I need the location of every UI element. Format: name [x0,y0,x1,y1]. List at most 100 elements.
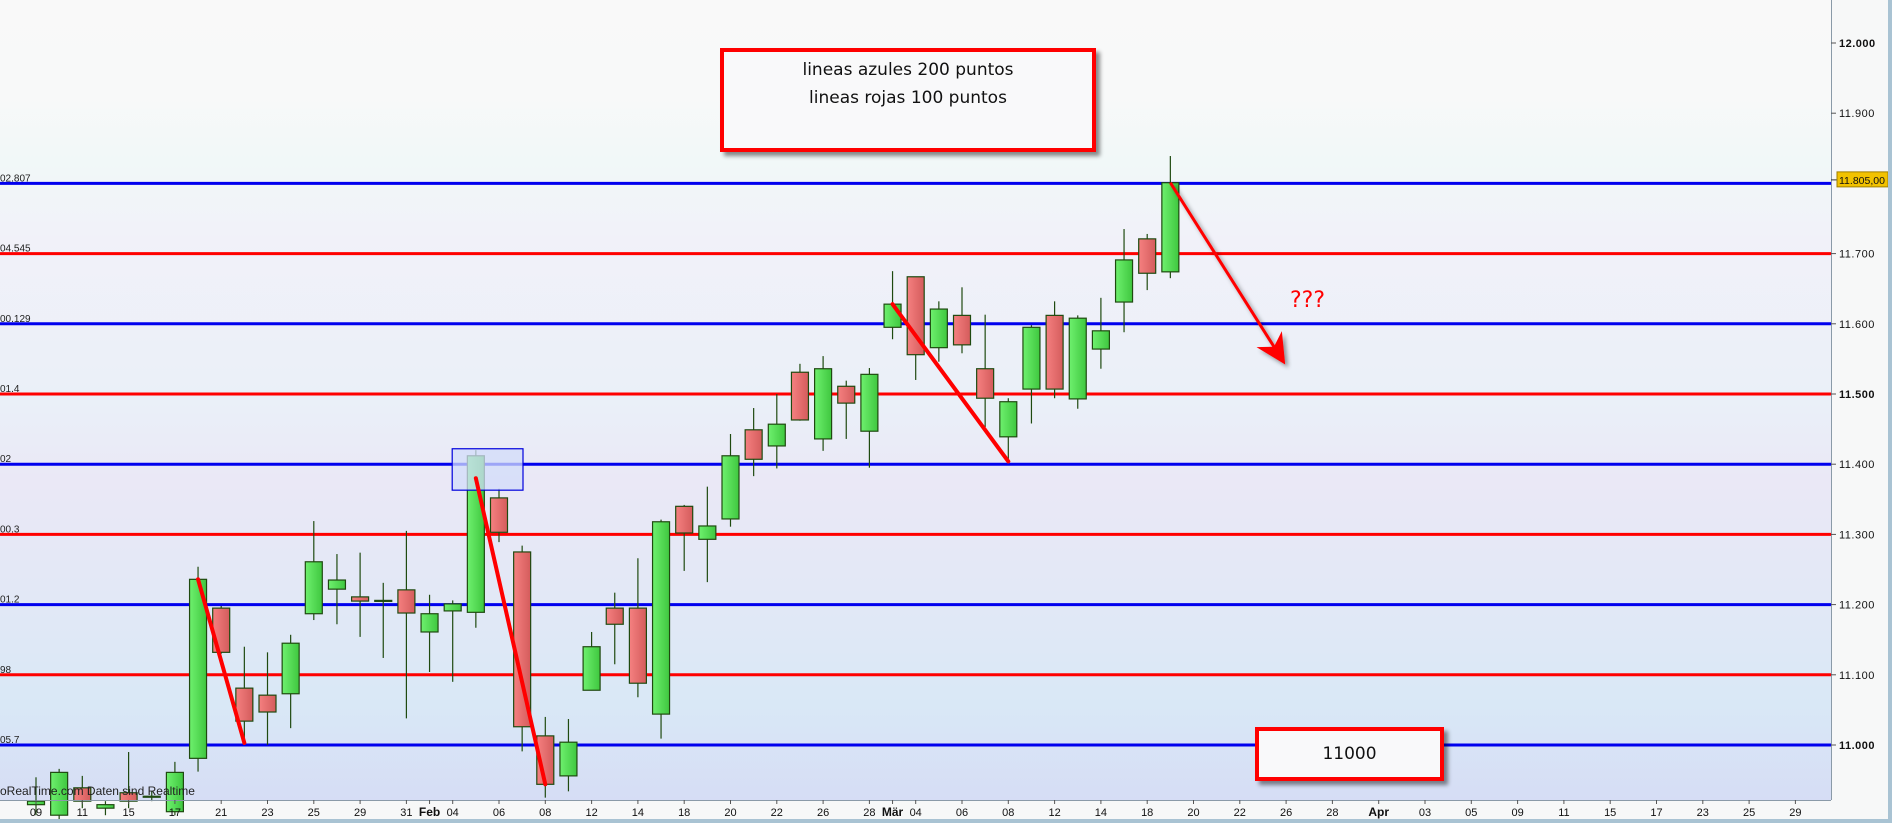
x-tick-label: 17 [169,807,181,819]
candle [351,552,370,637]
candle [1022,325,1041,424]
candle [860,368,879,468]
x-tick-label: 03 [1419,807,1431,819]
x-tick-label: 20 [724,807,736,819]
x-tick-label: 18 [1141,807,1153,819]
candle-body-down [906,276,925,356]
level-line-label: 01.4 [0,384,20,395]
x-tick-label: 20 [1187,807,1199,819]
candle-body-up [767,423,786,447]
level-line-label: 05.7 [0,735,20,746]
x-tick-label: 23 [1697,807,1709,819]
x-tick-label: 29 [354,807,366,819]
legend-note-box: lineas azules 200 puntos lineas rojas 10… [720,48,1096,152]
candle [73,775,92,809]
candle [235,646,254,743]
x-tick-label: 04 [910,807,922,819]
watermark: oRealTime.com Daten sind Realtime [0,784,195,798]
candle [1091,297,1111,369]
x-tick-label: 31 [400,807,412,819]
candle-body-down [952,314,972,346]
x-tick-label: 04 [447,807,459,819]
candle [929,301,948,362]
candle [813,356,833,451]
candle-body-up [929,308,948,349]
y-tick-label: 11.600 [1839,319,1875,331]
candle-body-up [281,642,300,695]
candle [582,631,601,691]
y-tick-label: 11.200 [1839,600,1875,612]
last-price-label: 11.805,00 [1839,175,1885,187]
candle-body-up [420,613,439,633]
highlight-box [451,448,524,491]
candle [420,594,439,672]
level-line-label: 00.3 [0,524,20,535]
note-line-red: lineas rojas 100 puntos [809,88,1007,108]
candle-body-up [165,771,184,813]
candle-body-up [813,368,833,440]
x-tick-label: 12 [1048,807,1060,819]
candle [952,287,972,354]
candle-body-up [96,804,115,809]
candle [651,519,671,739]
candle [165,761,184,816]
candle [605,592,624,665]
candle-body-up [698,525,717,540]
candle-body-down [258,694,277,713]
candle-body-down [790,371,810,421]
candle-body-down [675,505,694,534]
candle [767,394,786,469]
candle [304,521,323,621]
candle-body-down [605,607,624,625]
candle [1068,315,1087,409]
level-line-label: 04.545 [0,244,31,255]
x-tick-label: 21 [215,807,227,819]
candle [443,600,462,682]
x-tick-label: 15 [122,807,134,819]
candle-body-down [1138,238,1157,274]
x-tick-label: 18 [678,807,690,819]
x-tick-label: 14 [632,807,644,819]
candle [790,363,810,421]
x-tick-label: 15 [1604,807,1616,819]
y-tick-label: 11.700 [1839,249,1875,261]
candle [999,398,1018,462]
candle-body-up [327,579,347,590]
trend-line [473,476,548,787]
candle-body-down [837,385,856,404]
candle-body-up [721,455,740,520]
candle-body-up [1068,317,1087,400]
candle-body-up [50,771,69,816]
candle-body-up [582,646,601,691]
x-tick-label: 06 [956,807,968,819]
candle [1138,233,1157,291]
x-tick-label: 17 [1650,807,1662,819]
candle-body-up [1022,326,1041,390]
candle [628,558,648,698]
candle [976,314,995,427]
trend-line [890,302,1011,464]
candle [258,652,277,745]
x-tick-label: 28 [863,807,875,819]
candle-body-up [1161,182,1180,273]
candle [906,276,925,380]
x-tick-label: 29 [1789,807,1801,819]
x-tick-label: Apr [1368,805,1389,819]
candle [489,488,509,543]
forecast-arrow [1169,181,1286,365]
x-tick-label: 09 [30,807,42,819]
level-line-label: 00.129 [0,314,31,325]
candle [837,380,856,439]
candle [327,554,347,625]
candle [96,801,115,816]
candle-body-up [374,599,393,602]
x-tick-label: 26 [1280,807,1292,819]
y-tick-label: 11.400 [1839,459,1875,471]
candle-body-up [443,603,462,612]
candle-body-up [999,401,1018,438]
candle [513,545,532,752]
candle-body-down [397,589,416,614]
trend-line [196,577,247,745]
candle-body-down [628,607,648,684]
x-tick-label: 14 [1095,807,1107,819]
